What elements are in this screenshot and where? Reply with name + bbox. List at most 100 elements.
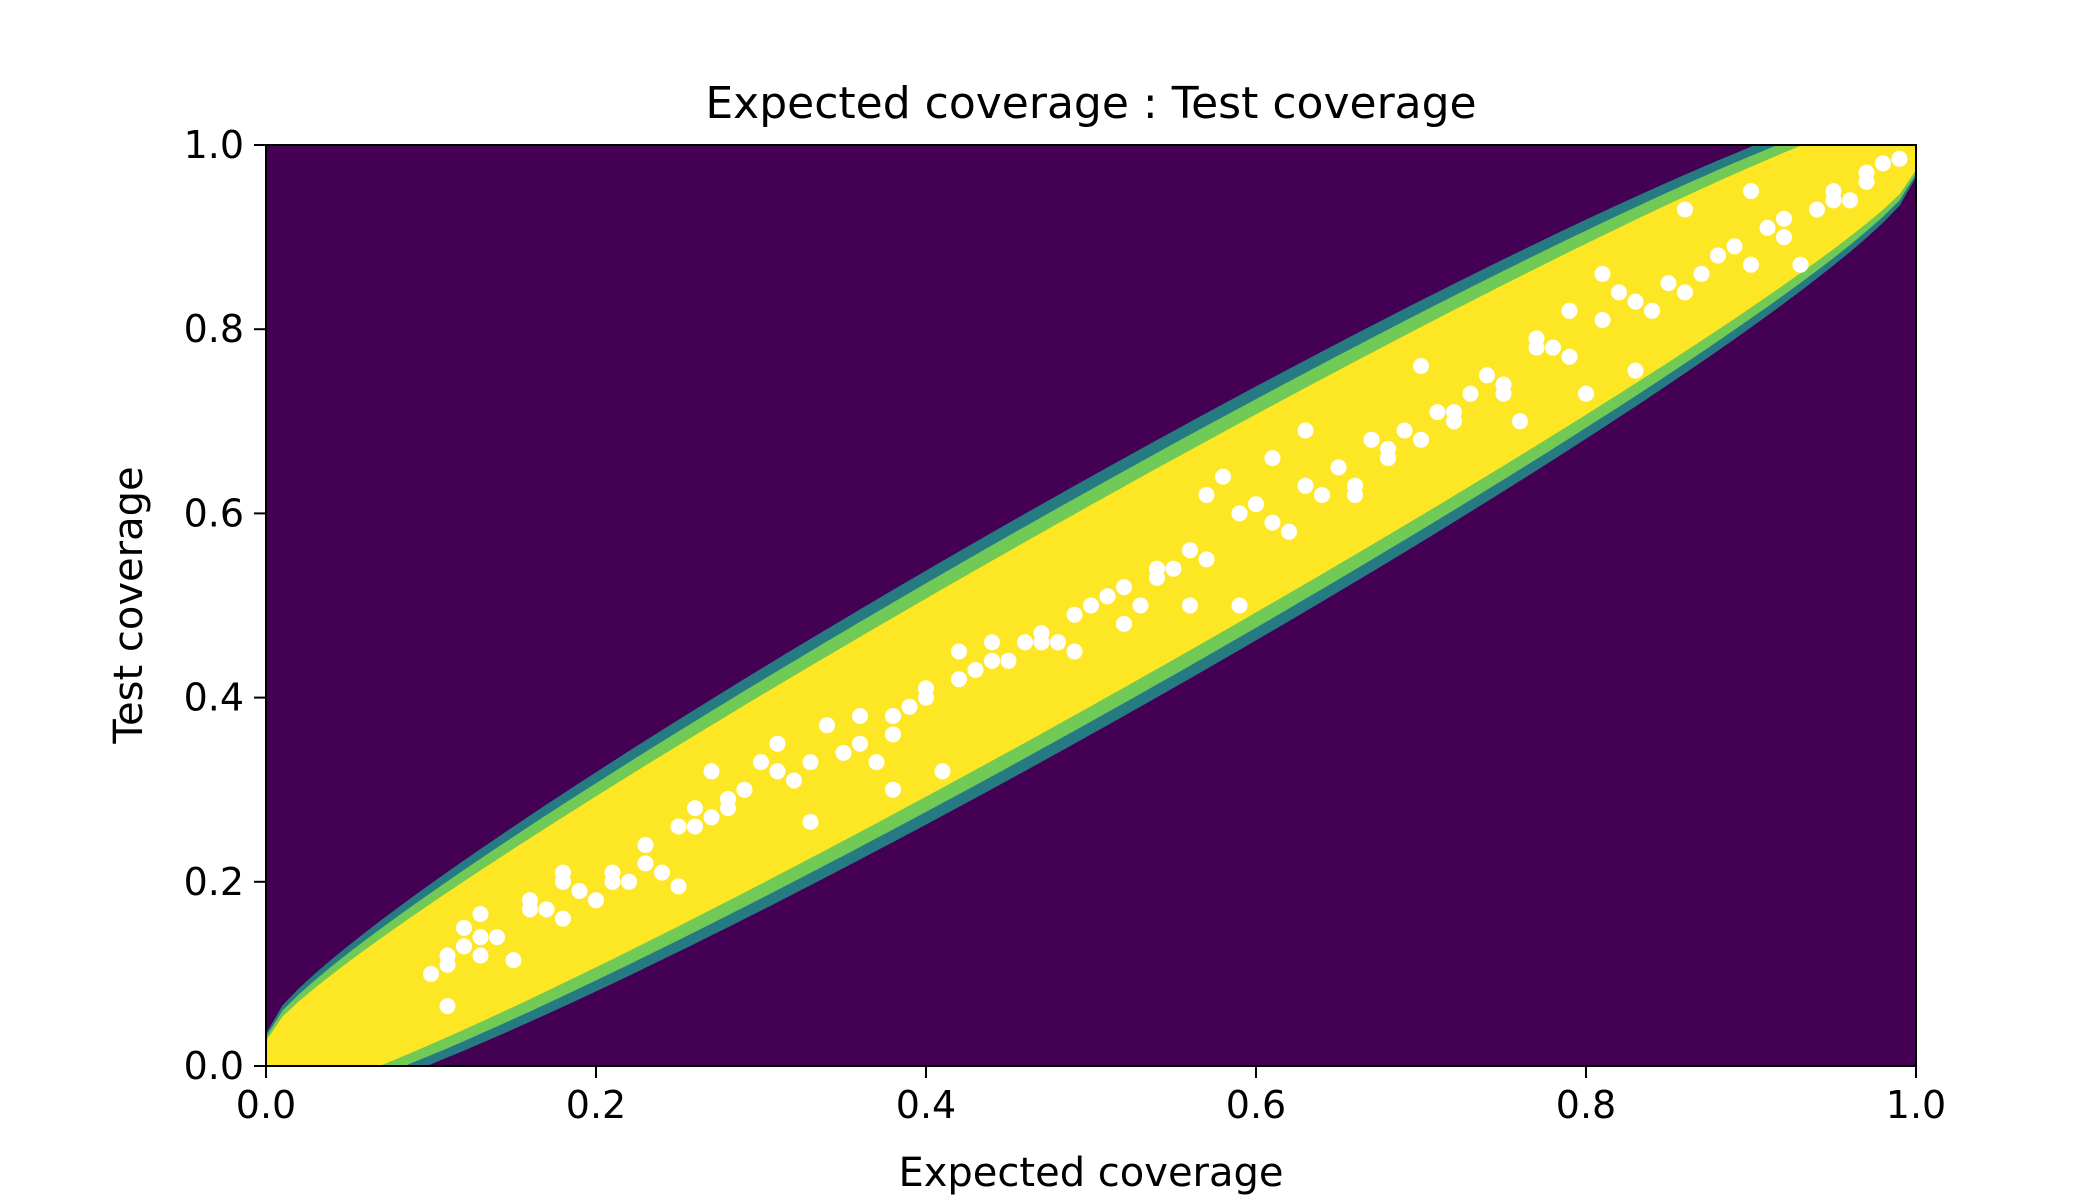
- scatter-point: [571, 883, 588, 899]
- y-tick-label: 0.6: [184, 491, 244, 535]
- scatter-point: [1066, 643, 1083, 660]
- scatter-point: [1627, 293, 1644, 310]
- x-tick-label: 1.0: [1886, 1083, 1946, 1127]
- y-tick-label: 1.0: [184, 123, 244, 167]
- scatter-point: [1198, 551, 1215, 568]
- scatter-point: [1891, 150, 1908, 167]
- scatter-point: [1611, 284, 1627, 301]
- scatter-point: [967, 662, 984, 678]
- scatter-point: [703, 763, 720, 780]
- scatter-point: [1809, 201, 1825, 218]
- y-axis-label: Test coverage: [106, 466, 152, 744]
- scatter-point: [1248, 496, 1264, 513]
- scatter-point: [1281, 523, 1297, 540]
- scatter-point: [670, 818, 687, 835]
- scatter-point: [456, 938, 472, 955]
- scatter-point: [885, 781, 901, 798]
- scatter-point: [769, 735, 786, 752]
- scatter-point: [1297, 422, 1314, 439]
- scatter-point: [852, 708, 868, 724]
- scatter-point: [1132, 597, 1149, 614]
- scatter-point: [621, 873, 637, 890]
- y-axis-ticks: 0.0 0.2 0.4 0.6 0.8 1.0: [184, 123, 266, 1088]
- scatter-point: [637, 855, 654, 872]
- scatter-point: [1446, 404, 1462, 421]
- scatter-point: [1677, 201, 1693, 218]
- scatter-point: [1396, 422, 1413, 439]
- scatter-point: [1842, 192, 1858, 209]
- scatter-point: [1693, 265, 1710, 282]
- y-tick-label: 0.8: [184, 307, 244, 351]
- scatter-point: [1545, 339, 1561, 356]
- scatter-point: [1561, 302, 1578, 319]
- scatter-point: [1825, 192, 1842, 209]
- scatter-point: [819, 717, 835, 734]
- scatter-point: [1215, 468, 1231, 485]
- scatter-point: [753, 754, 769, 771]
- scatter-point: [1297, 477, 1314, 494]
- scatter-point: [1198, 487, 1215, 503]
- scatter-point: [505, 952, 522, 969]
- scatter-point: [1413, 431, 1429, 448]
- scatter-point: [637, 837, 654, 853]
- x-axis-ticks: 0.0 0.2 0.4 0.6 0.8 1.0: [236, 1066, 1946, 1127]
- scatter-point: [736, 781, 753, 798]
- scatter-point: [918, 680, 934, 697]
- scatter-point: [1479, 367, 1495, 384]
- scatter-point: [687, 818, 703, 835]
- scatter-point: [1594, 312, 1611, 328]
- scatter-point: [1710, 247, 1726, 264]
- scatter-point: [1561, 348, 1578, 365]
- scatter-point: [1165, 560, 1182, 577]
- scatter-point: [1644, 302, 1660, 319]
- scatter-point: [786, 772, 802, 789]
- scatter-point: [984, 634, 1000, 651]
- scatter-point: [1660, 275, 1677, 292]
- scatter-point: [1677, 284, 1693, 301]
- scatter-point: [1363, 431, 1380, 448]
- scatter-point: [1033, 634, 1050, 651]
- scatter-point: [1099, 588, 1116, 605]
- scatter-point: [538, 901, 555, 918]
- scatter-point: [472, 947, 489, 964]
- scatter-point: [934, 763, 951, 780]
- scatter-point: [703, 809, 720, 826]
- x-axis-label: Expected coverage: [898, 1150, 1283, 1196]
- scatter-point: [1578, 385, 1594, 402]
- scatter-point: [423, 965, 439, 982]
- scatter-point: [1495, 385, 1512, 402]
- scatter-point: [1116, 579, 1132, 596]
- scatter-point: [1528, 339, 1545, 356]
- scatter-point: [1743, 256, 1759, 273]
- scatter-point: [670, 878, 687, 895]
- scatter-point: [951, 671, 967, 688]
- scatter-point: [1231, 505, 1248, 522]
- scatter-point: [769, 763, 786, 780]
- scatter-points: [423, 150, 1908, 1015]
- scatter-point: [489, 929, 505, 946]
- scatter-point: [1116, 615, 1132, 632]
- scatter-point: [951, 643, 967, 660]
- axes-frame: [265, 144, 1917, 1067]
- scatter-point: [1594, 265, 1611, 282]
- scatter-point: [522, 901, 538, 918]
- scatter-point: [588, 892, 604, 909]
- scatter-point: [1462, 385, 1479, 402]
- y-tick-label: 0.0: [184, 1044, 244, 1088]
- scatter-point: [472, 929, 489, 946]
- y-tick-label: 0.2: [184, 860, 244, 904]
- scatter-point: [1182, 542, 1198, 559]
- scatter-point: [885, 726, 901, 743]
- scatter-point: [720, 800, 736, 817]
- scatter-point: [1858, 173, 1875, 190]
- scatter-point: [1264, 514, 1281, 531]
- scatter-point: [1066, 606, 1083, 623]
- scatter-point: [1314, 487, 1330, 503]
- scatter-point: [654, 864, 670, 881]
- scatter-point: [835, 744, 852, 761]
- scatter-point: [802, 754, 819, 771]
- scatter-point: [1347, 487, 1363, 503]
- scatter-point: [1875, 155, 1891, 172]
- scatter-point: [868, 754, 885, 771]
